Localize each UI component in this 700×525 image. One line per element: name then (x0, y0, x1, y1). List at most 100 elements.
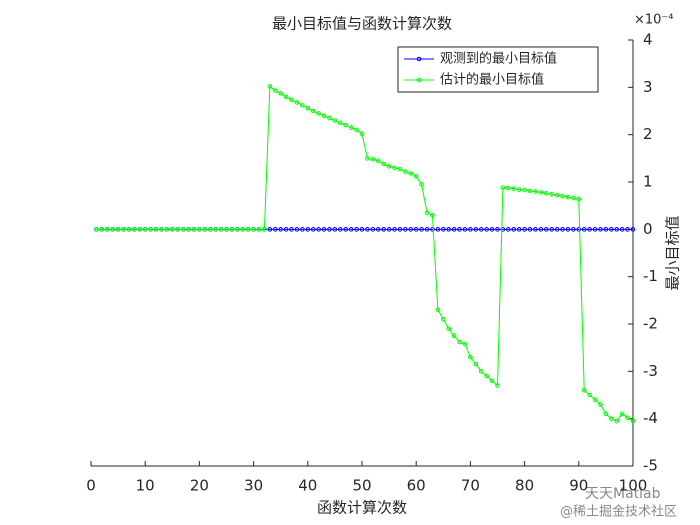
data-point (543, 191, 549, 196)
watermark: 天天Matlab (585, 486, 661, 502)
data-point (571, 227, 576, 232)
data-point (245, 227, 251, 232)
data-point (354, 127, 359, 133)
data-point (560, 227, 565, 232)
legend-marker (416, 77, 422, 83)
data-point (576, 196, 582, 202)
x-tick-label: 50 (352, 477, 371, 495)
data-point (435, 227, 441, 232)
data-point (121, 227, 126, 232)
data-point (397, 166, 403, 172)
data-point (310, 227, 316, 232)
data-point (424, 210, 430, 216)
data-point (343, 122, 349, 128)
data-point (533, 189, 538, 194)
data-point (262, 227, 267, 232)
data-point (408, 227, 414, 232)
x-tick-label: 40 (298, 477, 317, 495)
data-point (511, 186, 517, 191)
data-point (94, 227, 99, 232)
data-point (370, 227, 376, 232)
x-tick-label: 20 (190, 477, 209, 495)
data-point (403, 169, 408, 174)
watermark: @稀土掘金技术社区 (560, 504, 677, 520)
data-point (115, 227, 121, 232)
data-point (625, 415, 630, 421)
data-point (278, 227, 284, 232)
data-point (603, 411, 609, 417)
legend-label: 观测到的最小目标值 (440, 51, 557, 67)
data-point (359, 131, 365, 137)
y-tick-label: -1 (643, 267, 658, 285)
data-point (365, 227, 370, 232)
data-point (338, 120, 343, 126)
data-point (305, 105, 311, 111)
data-point (571, 195, 576, 201)
y-tick-label: 2 (643, 125, 653, 143)
data-point (495, 227, 500, 232)
data-point (489, 378, 495, 384)
data-point (614, 227, 620, 232)
data-point (403, 227, 408, 232)
data-point (375, 227, 381, 232)
data-point (457, 227, 462, 232)
data-point (272, 227, 278, 232)
data-point (592, 227, 598, 232)
data-point (321, 113, 327, 119)
data-point (446, 326, 452, 332)
data-point (300, 227, 305, 232)
data-point (175, 227, 181, 232)
data-point (451, 227, 457, 232)
data-point (609, 416, 614, 421)
data-point (310, 108, 316, 114)
data-point (365, 156, 370, 161)
data-point (235, 227, 240, 232)
data-point (538, 227, 544, 232)
legend-marker (416, 56, 422, 62)
y-axis-label: 最小目标值 (664, 215, 682, 290)
data-point (359, 227, 365, 232)
data-point (506, 185, 511, 191)
data-point (489, 227, 495, 232)
data-point (305, 227, 311, 232)
x-tick-label: 0 (86, 477, 96, 495)
data-point (110, 227, 115, 232)
data-point (625, 227, 630, 232)
data-point (581, 227, 587, 232)
x-tick-label: 80 (515, 477, 534, 495)
data-point (473, 361, 479, 367)
data-point (202, 227, 208, 232)
data-point (462, 227, 468, 232)
data-point (338, 227, 343, 232)
data-point (484, 227, 489, 232)
data-point (587, 392, 592, 398)
data-point (419, 227, 424, 232)
data-point (538, 190, 544, 195)
data-point (180, 227, 186, 232)
data-point (495, 383, 500, 388)
data-point (99, 227, 105, 232)
data-point (229, 227, 235, 232)
data-point (267, 84, 273, 89)
data-point (468, 354, 473, 360)
series-line (96, 85, 634, 422)
data-point (413, 227, 419, 232)
data-point (446, 227, 452, 232)
data-point (392, 165, 397, 171)
data-point (386, 164, 392, 169)
x-tick-label: 100 (619, 477, 648, 495)
data-point (354, 227, 359, 232)
data-point (506, 227, 511, 232)
data-point (522, 227, 527, 232)
y-exponent: ×10⁻⁴ (634, 13, 674, 28)
data-point (619, 411, 625, 417)
data-point (527, 188, 533, 194)
data-point (375, 158, 381, 163)
y-tick-label: -2 (643, 315, 658, 333)
data-point (321, 227, 327, 232)
data-point (104, 227, 110, 232)
data-point (348, 125, 354, 130)
data-point (587, 227, 592, 232)
data-point (533, 227, 538, 232)
